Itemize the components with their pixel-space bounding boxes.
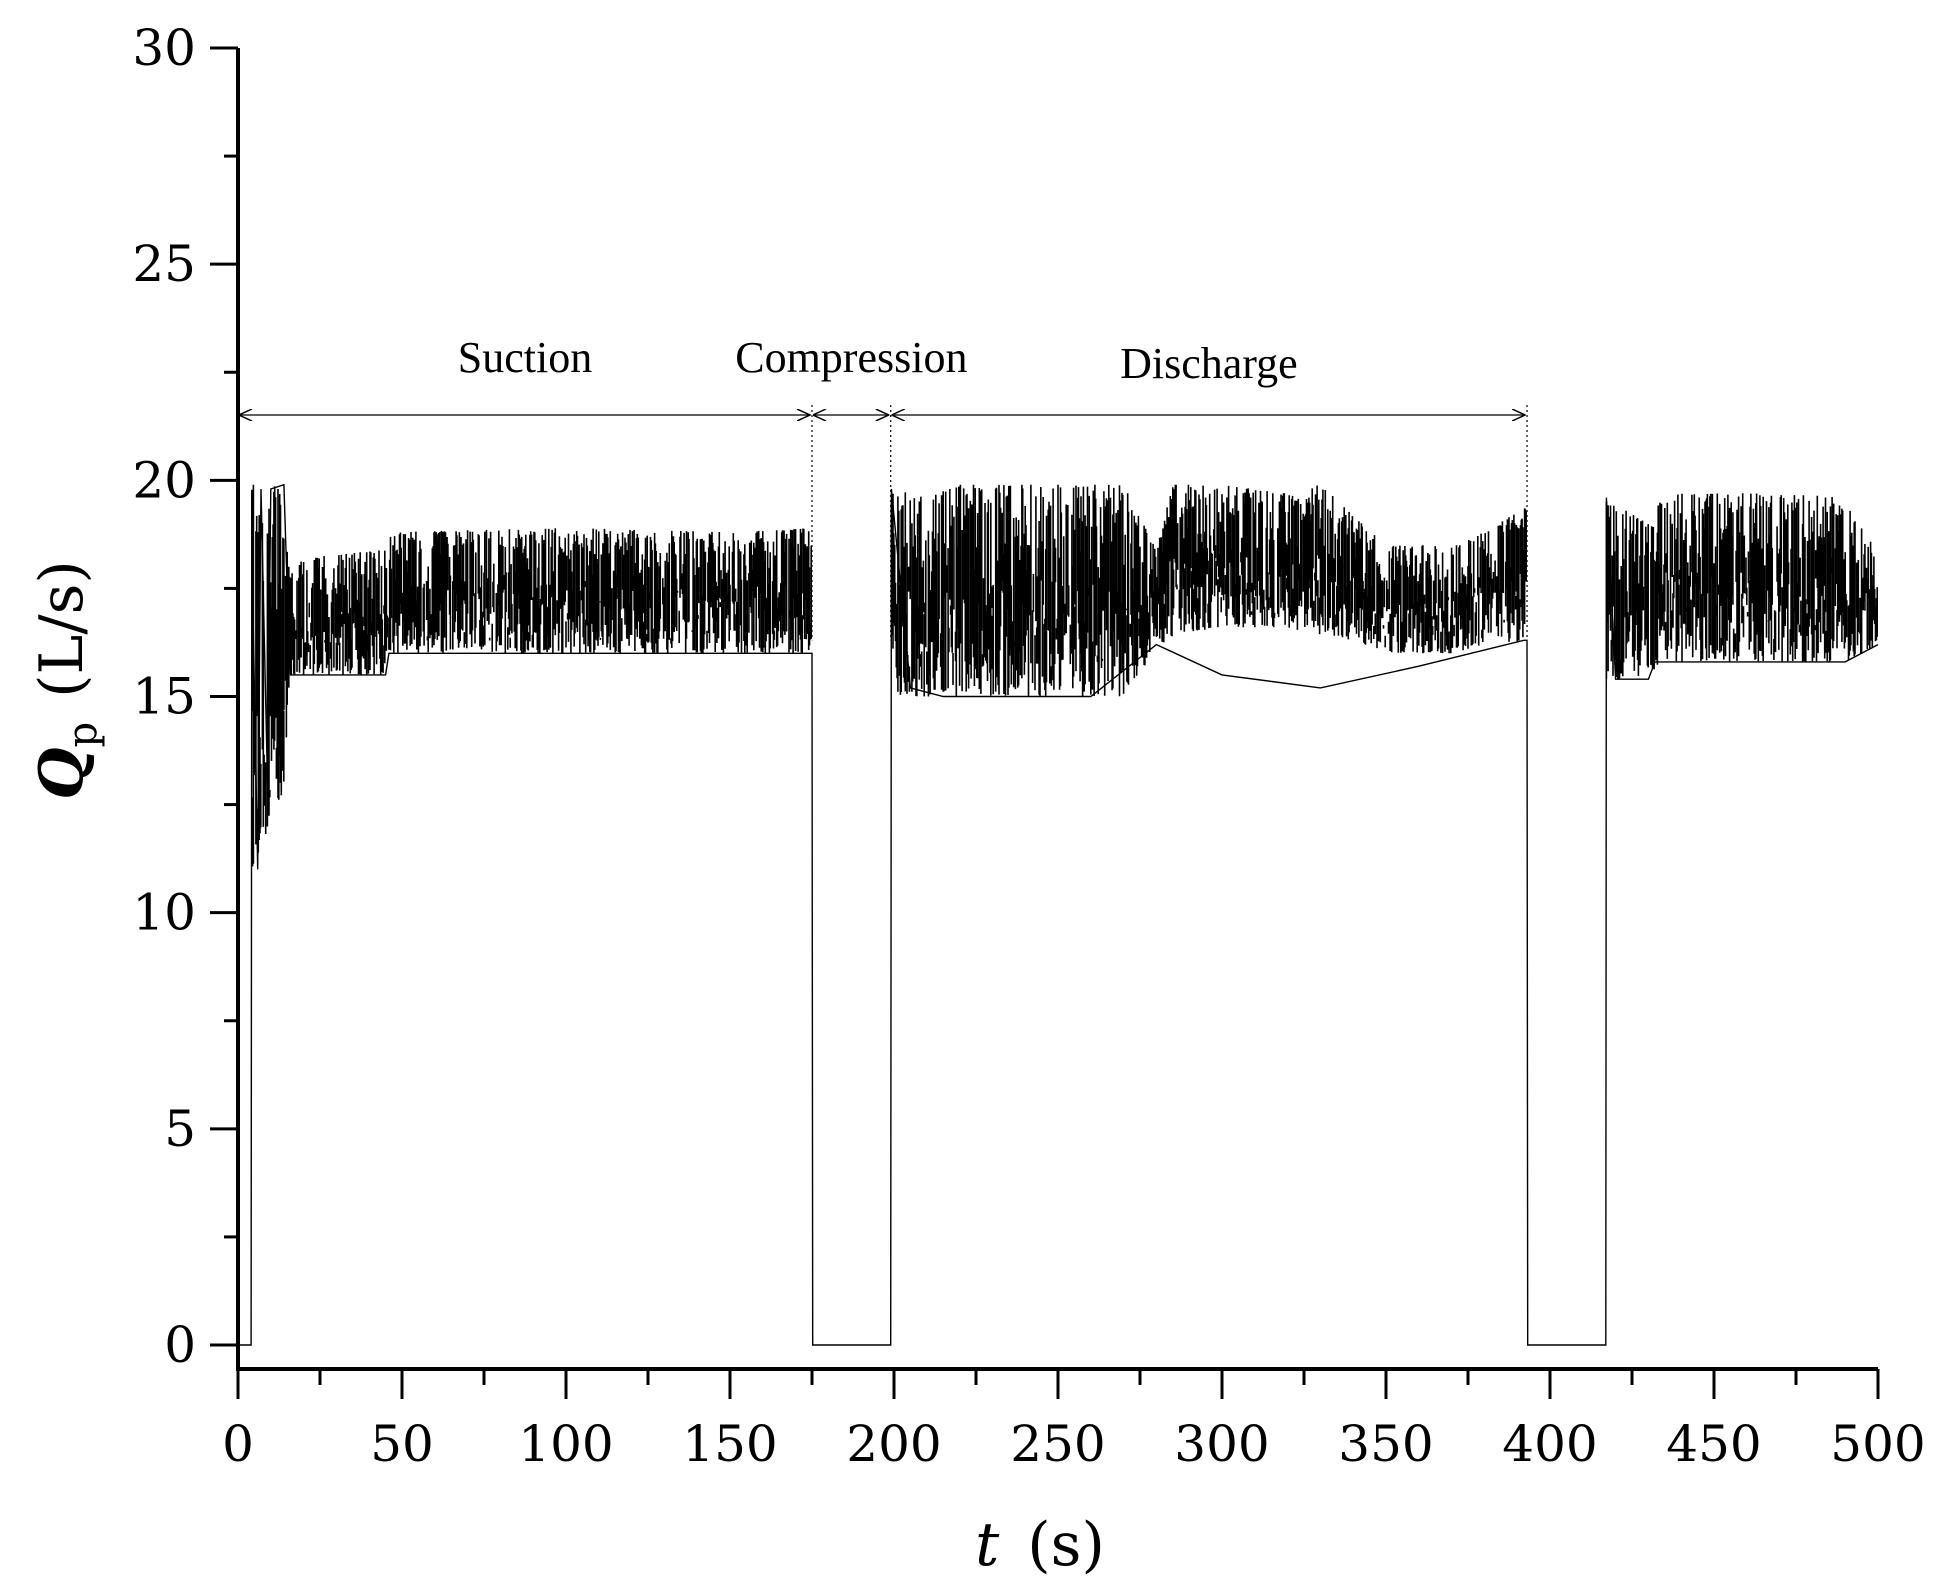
x-tick-label: 250 — [1010, 1415, 1105, 1473]
x-tick-label: 300 — [1174, 1415, 1269, 1473]
y-tick-label: 10 — [132, 884, 196, 942]
phase-label: Discharge — [1120, 339, 1298, 388]
x-axis-title: t (s) — [975, 1510, 1105, 1580]
x-tick-label: 350 — [1338, 1415, 1433, 1473]
data-layer — [238, 483, 1879, 1346]
x-tick-label: 150 — [682, 1415, 777, 1473]
y-tick-label: 15 — [132, 668, 196, 726]
x-tick-label: 0 — [222, 1415, 254, 1473]
x-tick-label: 400 — [1502, 1415, 1597, 1473]
y-tick-label: 30 — [132, 19, 196, 77]
phase-annotations: Suction Compression Discharge — [240, 333, 1528, 641]
phase-label: Compression — [735, 333, 967, 382]
x-tick-label: 450 — [1666, 1415, 1761, 1473]
y-axis-unit: (L/s) — [27, 560, 97, 698]
series-line — [238, 483, 1879, 1346]
axes-layer — [210, 46, 1880, 1399]
x-tick-label: 50 — [370, 1415, 434, 1473]
series-fluctuation-band — [251, 484, 1878, 867]
x-axis-unit: (s) — [1027, 1510, 1105, 1580]
phase-label: Suction — [458, 333, 592, 382]
y-tick-label: 20 — [132, 451, 196, 509]
y-tick-label: 25 — [132, 235, 196, 293]
y-tick-label: 5 — [164, 1100, 196, 1158]
y-axis-subscript: p — [60, 722, 106, 748]
y-axis-symbol: Q — [27, 748, 97, 800]
y-axis-title: Qp (L/s) — [27, 560, 106, 800]
x-tick-label: 100 — [518, 1415, 613, 1473]
x-axis-symbol: t — [975, 1510, 1000, 1580]
x-tick-label: 200 — [846, 1415, 941, 1473]
y-tick-label: 0 — [164, 1316, 196, 1374]
x-tick-label: 500 — [1830, 1415, 1925, 1473]
